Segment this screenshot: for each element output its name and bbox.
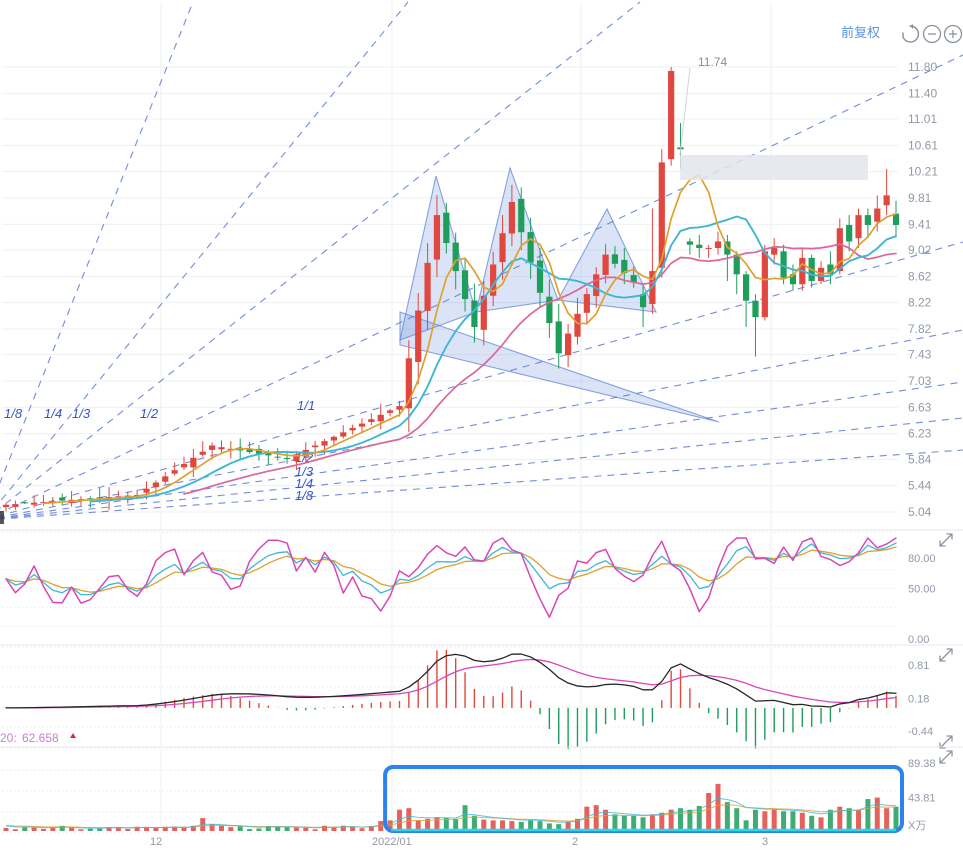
svg-text:5.84: 5.84 [908,452,932,466]
svg-text:12: 12 [150,836,162,848]
svg-text:9.02: 9.02 [908,243,932,257]
svg-text:50.00: 50.00 [908,584,936,596]
svg-text:11.80: 11.80 [908,60,937,74]
svg-text:8.22: 8.22 [908,296,932,310]
svg-text:2: 2 [572,836,578,848]
svg-text:5.04: 5.04 [908,505,932,519]
svg-text:10.61: 10.61 [908,138,938,152]
svg-text:X万: X万 [908,820,926,832]
svg-text:0.18: 0.18 [908,693,929,705]
svg-text:20:: 20: [0,731,17,745]
svg-text:1/2: 1/2 [140,406,159,421]
svg-text:1/4: 1/4 [44,406,62,421]
svg-text:8.62: 8.62 [908,269,932,283]
svg-text:0.81: 0.81 [908,660,929,672]
svg-text:1/1: 1/1 [297,398,315,413]
svg-text:11.74: 11.74 [698,55,727,69]
svg-text:1/8: 1/8 [4,406,23,421]
svg-text:前复权: 前复权 [841,25,880,40]
svg-text:7.82: 7.82 [908,322,932,336]
svg-text:1/3: 1/3 [72,406,91,421]
svg-text:11.40: 11.40 [908,86,937,100]
svg-text:11.01: 11.01 [908,112,937,126]
svg-text:89.38: 89.38 [908,758,936,770]
svg-text:7.43: 7.43 [908,348,932,362]
svg-text:2022/01: 2022/01 [372,836,412,848]
svg-text:6.23: 6.23 [908,427,932,441]
svg-text:10.21: 10.21 [908,165,938,179]
svg-text:9.41: 9.41 [908,217,932,231]
svg-text:5.44: 5.44 [908,479,932,493]
svg-text:-0.44: -0.44 [908,726,933,738]
svg-text:1/8: 1/8 [295,488,314,503]
svg-text:62.658: 62.658 [22,731,59,745]
svg-text:0.00: 0.00 [908,634,929,646]
svg-text:7.03: 7.03 [908,374,932,388]
svg-text:9.81: 9.81 [908,191,932,205]
svg-text:43.81: 43.81 [908,793,936,805]
svg-text:80.00: 80.00 [908,553,936,565]
svg-text:3: 3 [762,836,768,848]
svg-text:6.63: 6.63 [908,400,932,414]
